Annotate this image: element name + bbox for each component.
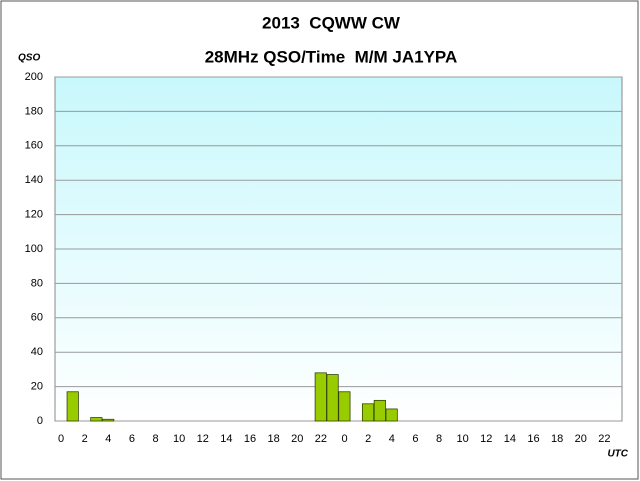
y-tick-label: 40	[31, 346, 43, 358]
bar	[373, 399, 386, 422]
x-tick-label: 12	[197, 433, 209, 445]
bar	[314, 372, 327, 422]
y-tick-label: 100	[25, 243, 43, 255]
bar	[326, 374, 339, 422]
y-axis-label: QSO	[18, 53, 40, 64]
x-tick-label: 14	[220, 433, 232, 445]
y-tick-label: 120	[25, 209, 43, 221]
x-tick-label: 2	[365, 433, 371, 445]
x-tick-label: 10	[457, 433, 469, 445]
bar	[338, 391, 351, 422]
y-tick-label: 180	[25, 105, 43, 117]
x-tick-label: 18	[268, 433, 280, 445]
x-tick-label: 20	[291, 433, 303, 445]
x-tick-label: 22	[598, 433, 610, 445]
x-tick-label: 0	[341, 433, 347, 445]
x-tick-label: 16	[527, 433, 539, 445]
y-tick-label: 0	[37, 415, 43, 427]
y-tick-label: 160	[25, 140, 43, 152]
bar	[90, 417, 103, 422]
x-tick-label: 20	[575, 433, 587, 445]
bar	[102, 418, 115, 422]
x-tick-label: 16	[244, 433, 256, 445]
x-tick-label: 12	[480, 433, 492, 445]
y-tick-label: 20	[31, 381, 43, 393]
x-tick-label: 0	[58, 433, 64, 445]
x-tick-label: 10	[173, 433, 185, 445]
bar	[66, 391, 79, 422]
x-tick-label: 4	[389, 433, 395, 445]
chart-subtitle: 28MHz QSO/Time M/M JA1YPA	[205, 47, 458, 66]
x-tick-label: 4	[105, 433, 111, 445]
x-tick-label: 18	[551, 433, 563, 445]
x-tick-label: 8	[436, 433, 442, 445]
bar	[361, 403, 375, 422]
x-axis-label: UTC	[607, 449, 628, 460]
y-tick-label: 140	[25, 174, 43, 186]
x-tick-label: 6	[129, 433, 135, 445]
x-tick-label: 22	[315, 433, 327, 445]
y-tick-label: 80	[31, 277, 43, 289]
y-tick-label: 200	[25, 71, 43, 83]
bar	[385, 408, 398, 422]
x-tick-label: 6	[412, 433, 418, 445]
x-tick-label: 8	[152, 433, 158, 445]
x-tick-label: 2	[82, 433, 88, 445]
chart-title: 2013 CQWW CW	[262, 13, 401, 32]
y-tick-label: 60	[31, 312, 43, 324]
x-tick-label: 14	[504, 433, 516, 445]
